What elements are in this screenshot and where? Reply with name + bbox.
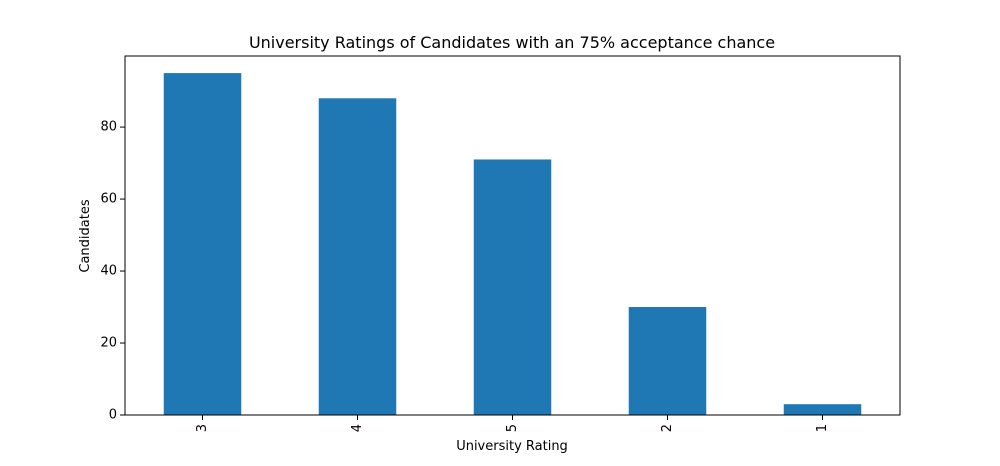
bar-2: [628, 307, 707, 415]
x-tick-label: 1: [815, 424, 830, 432]
y-axis-label: Candidates: [78, 199, 93, 272]
x-tick-label: 3: [195, 424, 210, 432]
y-tick-label: 80: [100, 120, 117, 135]
bar-3: [163, 73, 242, 415]
bar-1: [783, 404, 862, 415]
y-tick-label: 20: [100, 336, 117, 351]
bars-group: [163, 73, 862, 416]
bar-4: [318, 98, 397, 416]
x-tick-label: 4: [350, 424, 365, 432]
x-axis: 3 4 5 2 1: [195, 415, 830, 432]
y-tick-label: 60: [100, 192, 117, 207]
y-axis: 0 20 40 60 80: [100, 120, 125, 423]
bar-5: [473, 159, 552, 415]
chart-title: University Ratings of Candidates with an…: [249, 33, 775, 52]
x-tick-label: 2: [660, 424, 675, 432]
y-tick-label: 40: [100, 264, 117, 279]
x-axis-label: University Rating: [456, 439, 568, 454]
y-tick-label: 0: [109, 408, 117, 423]
x-tick-label: 5: [505, 424, 520, 432]
